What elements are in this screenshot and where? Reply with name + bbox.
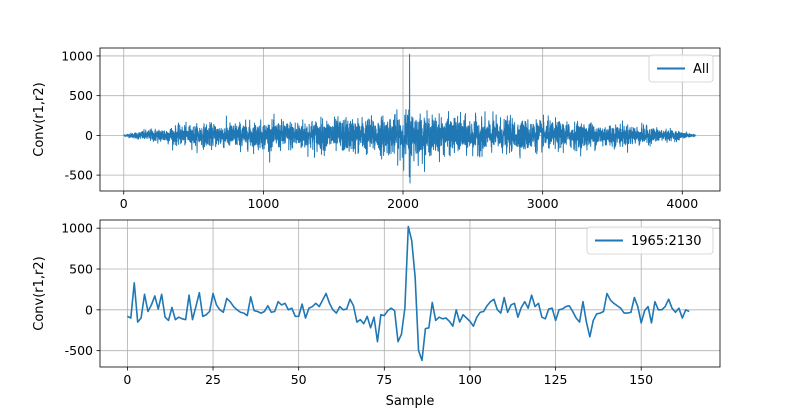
- x-tick-label: 0: [120, 196, 128, 211]
- y-axis-label: Conv(r1,r2): [32, 256, 47, 330]
- x-tick-label: 50: [291, 372, 307, 387]
- x-tick-label: 25: [205, 372, 221, 387]
- legend-box: [586, 226, 714, 255]
- y-tick-label: -500: [65, 168, 93, 183]
- y-tick-label: 0: [85, 302, 93, 317]
- x-tick-label: 100: [458, 372, 482, 387]
- chart-panel-1: 0 1000 2000 3000 4000 -500 0 500 1000 Conv(r1,r2)…: [32, 47, 721, 211]
- series-line: [127, 225, 690, 362]
- y-tick-label: 500: [69, 88, 93, 103]
- x-tick-label: 75: [376, 372, 392, 387]
- x-tick-label: 1000: [247, 196, 279, 211]
- y-tick-label: -500: [65, 343, 93, 358]
- x-axis-label: Sample: [386, 394, 435, 409]
- axes-frame: [99, 47, 721, 192]
- y-axis-label: Conv(r1,r2): [32, 82, 47, 156]
- x-tick-label: 150: [629, 372, 653, 387]
- x-tick-label: 4000: [666, 196, 698, 211]
- x-tick-label: 2000: [387, 196, 419, 211]
- y-tick-label: 1000: [61, 48, 93, 63]
- chart-panel-2: 0 25 50 75 100 125 150 -500 0 500 1000 Conv(r1,r2) S…: [32, 219, 721, 409]
- y-tick-label: 500: [69, 262, 93, 277]
- legend-label: 1965:2130: [631, 234, 702, 249]
- legend-label: All: [693, 62, 709, 77]
- y-tick-label: 0: [85, 128, 93, 143]
- x-tick-label: 0: [123, 372, 131, 387]
- x-tick-label: 125: [544, 372, 568, 387]
- legend: All: [648, 54, 714, 83]
- legend: 1965:2130: [586, 226, 714, 255]
- x-tick-label: 3000: [527, 196, 559, 211]
- axes-frame: [99, 219, 721, 368]
- y-tick-label: 1000: [61, 221, 93, 236]
- series-line: [123, 53, 696, 184]
